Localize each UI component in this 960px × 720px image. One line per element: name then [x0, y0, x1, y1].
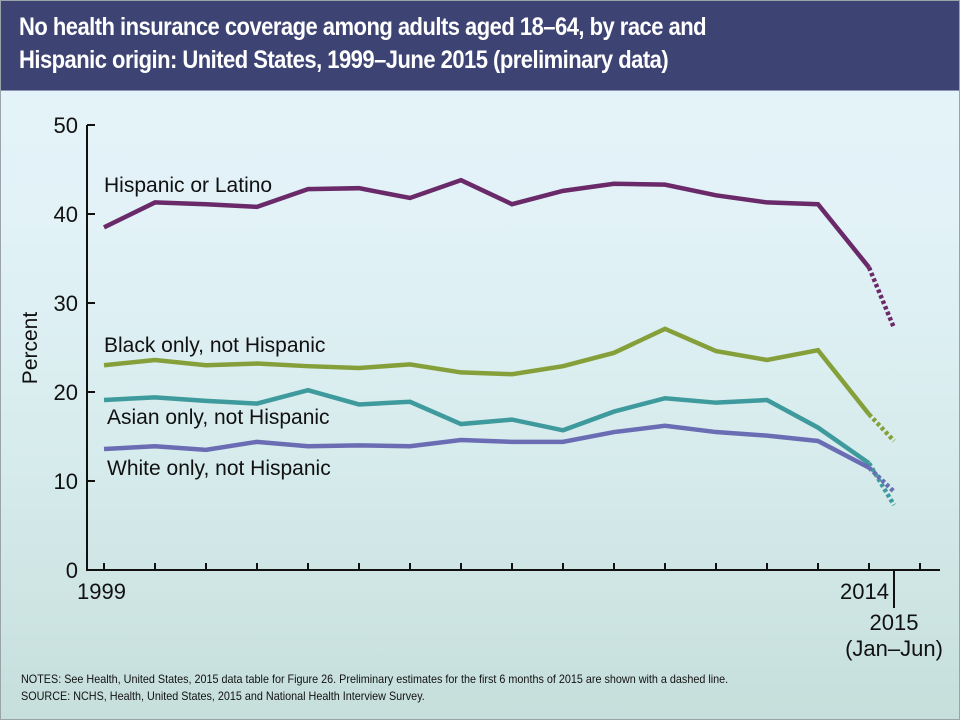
header-bar: No health insurance coverage among adult…: [1, 1, 959, 91]
y-axis-title: Percent: [19, 312, 42, 385]
y-tick-label: 30: [54, 291, 78, 316]
y-tick-label: 0: [66, 558, 78, 583]
series-label-white: White only, not Hispanic: [107, 457, 331, 480]
series-dashed-asian: [867, 462, 896, 507]
series-line-asian: [103, 387, 871, 466]
series-layer: [103, 177, 897, 507]
labels-layer: Hispanic or Latino Black only, not Hispan…: [104, 174, 331, 480]
y-tick-label: 50: [54, 113, 78, 138]
x-tick-label: 2015: [870, 610, 919, 635]
y-tick-label: 20: [54, 380, 78, 405]
y-tick-label: 40: [54, 202, 78, 227]
axes: 0 10 20 30 40 50 Percent 1999 2014 2015(Jan–Jun): [19, 113, 943, 661]
x-tick-label: 1999: [77, 579, 126, 604]
series-label-asian: Asian only, not Hispanic: [107, 406, 330, 429]
series-label-black: Black only, not Hispanic: [104, 334, 325, 357]
notes-text: NOTES: See Health, United States, 2015 d…: [21, 672, 729, 686]
series-dashed-hispanic: [866, 266, 897, 329]
series-label-hispanic: Hispanic or Latino: [104, 174, 272, 197]
series-line-black: [103, 326, 871, 416]
chart-title: No health insurance coverage among adult…: [19, 13, 707, 74]
series-dashed-black: [867, 412, 896, 443]
notes-section: NOTES: See Health, United States, 2015 d…: [21, 671, 867, 705]
series-line-hispanic: [103, 177, 871, 269]
x-tick-label: 2014: [840, 579, 889, 604]
source-text: SOURCE: NCHS, Health, United States, 201…: [21, 689, 425, 703]
y-tick-label: 10: [54, 469, 78, 494]
x-tick-sublabel: (Jan–Jun): [845, 636, 943, 661]
series-line-white: [103, 423, 871, 470]
